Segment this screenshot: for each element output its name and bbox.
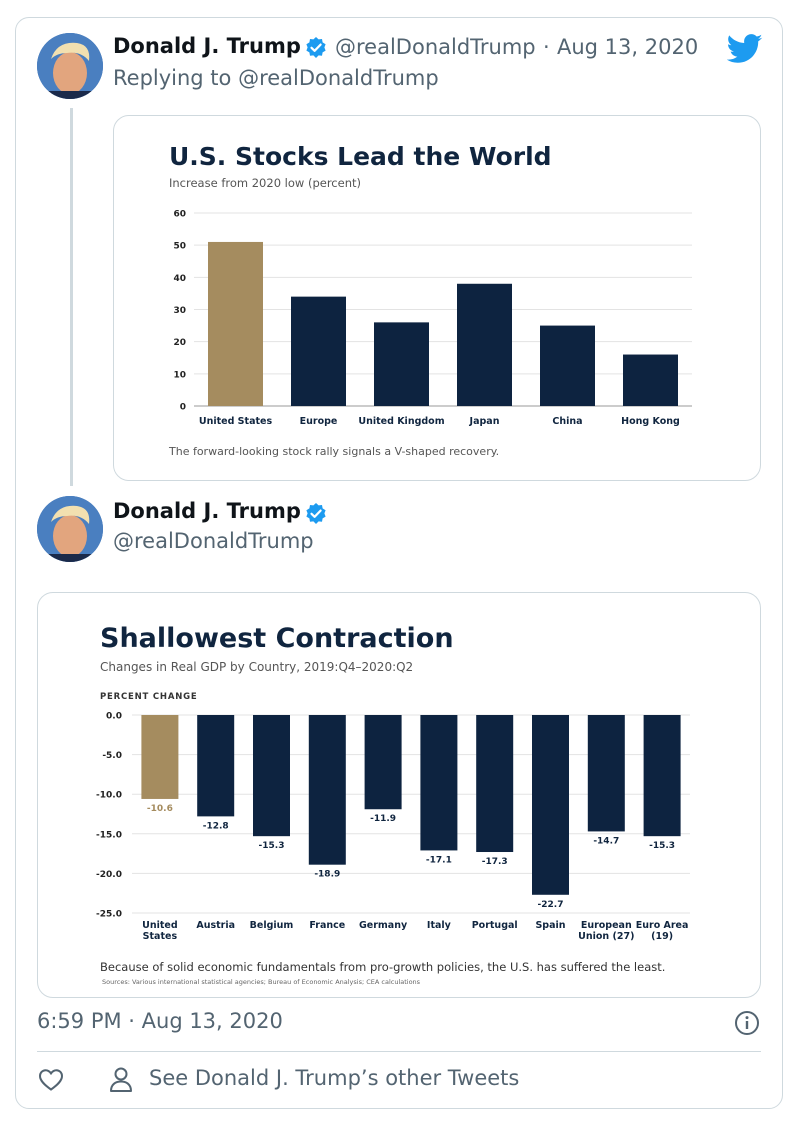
value-label: -15.3 [259, 841, 285, 851]
bar [623, 354, 678, 406]
y-tick-label: 50 [173, 242, 186, 252]
category-label: United States [199, 416, 273, 427]
value-label: -15.3 [649, 841, 675, 851]
y-tick-label: 30 [173, 306, 186, 316]
bar [476, 715, 514, 853]
bar [308, 715, 346, 865]
author-handle[interactable]: @realDonaldTrump [335, 35, 536, 59]
category-label: Italy [427, 920, 452, 931]
y-tick-label: 40 [173, 274, 186, 284]
chart-stocks-image[interactable]: U.S. Stocks Lead the World Increase from… [113, 115, 761, 481]
chart-caption: The forward-looking stock rally signals … [168, 445, 499, 458]
category-label: France [309, 920, 345, 931]
category-label: Japan [469, 416, 500, 427]
author-name[interactable]: Donald J. Trump [113, 34, 301, 58]
category-label: Portugal [472, 920, 518, 931]
replying-to[interactable]: Replying to @realDonaldTrump [113, 66, 439, 90]
bar [208, 241, 263, 406]
category-label: Union (27) [578, 931, 634, 942]
chart-sources: Sources: Various international statistic… [102, 978, 421, 986]
verified-badge-icon [306, 503, 326, 524]
value-label: -14.7 [593, 836, 619, 846]
author-name[interactable]: Donald J. Trump [113, 499, 301, 523]
category-label: (19) [651, 931, 673, 942]
bar [253, 715, 290, 837]
value-label: -10.6 [147, 804, 173, 814]
value-label: -11.9 [370, 814, 396, 824]
value-label: -17.1 [426, 855, 452, 865]
chart-stocks: U.S. Stocks Lead the World Increase from… [168, 142, 692, 458]
value-label: -17.3 [482, 857, 508, 867]
y-tick-label: 10 [173, 370, 186, 380]
y-tick-label: 60 [173, 210, 186, 220]
chart-subtitle: Increase from 2020 low (percent) [169, 176, 361, 190]
category-label: United [142, 920, 178, 931]
category-label: European [581, 920, 632, 931]
chart-title: Shallowest Contraction [100, 623, 454, 654]
category-label: United Kingdom [358, 416, 444, 427]
category-label: Euro Area [636, 920, 689, 931]
chart-subtitle: Changes in Real GDP by Country, 2019:Q4–… [100, 660, 413, 674]
value-label: -18.9 [314, 870, 340, 880]
heart-icon[interactable] [38, 1068, 64, 1092]
category-label: Spain [535, 920, 565, 931]
avatar-photo [37, 496, 103, 562]
category-label: Hong Kong [621, 416, 680, 427]
category-label: Europe [300, 416, 338, 427]
avatar-photo [37, 33, 103, 99]
author-handle[interactable]: @realDonaldTrump [113, 529, 314, 553]
y-tick-label: -20.0 [96, 870, 122, 880]
category-label: Austria [196, 920, 235, 931]
chart-title: U.S. Stocks Lead the World [169, 142, 552, 171]
category-label: Germany [359, 920, 408, 931]
thread-connector [70, 108, 73, 486]
y-tick-label: -25.0 [96, 910, 122, 920]
bar [197, 715, 235, 817]
category-label: States [143, 931, 178, 942]
bar [540, 325, 595, 406]
info-icon[interactable] [734, 1010, 760, 1036]
y-tick-label: 20 [173, 338, 186, 348]
chart-gdp-image[interactable]: Shallowest Contraction Changes in Real G… [37, 592, 761, 998]
chart-caption: Because of solid economic fundamentals f… [100, 960, 665, 974]
y-tick-label: -10.0 [96, 791, 122, 801]
bar [364, 715, 402, 810]
y-tick-label: -5.0 [102, 751, 122, 761]
category-label: China [552, 416, 582, 427]
bar [643, 715, 681, 837]
avatar[interactable] [37, 496, 103, 562]
chart-ylabel: PERCENT CHANGE [100, 692, 198, 702]
tweet-date[interactable]: Aug 13, 2020 [557, 35, 699, 59]
y-tick-label: 0 [180, 403, 186, 413]
chart-gdp: Shallowest Contraction Changes in Real G… [96, 623, 690, 986]
bar [374, 322, 429, 406]
bar [457, 283, 512, 406]
meta-separator: · [543, 35, 550, 59]
other-tweets-link[interactable]: See Donald J. Trump’s other Tweets [149, 1066, 520, 1090]
bar [141, 715, 179, 799]
person-icon[interactable] [108, 1066, 134, 1094]
verified-badge-icon [306, 37, 326, 58]
tweet-timestamp[interactable]: 6:59 PM · Aug 13, 2020 [37, 1009, 283, 1033]
bar [420, 715, 458, 851]
y-tick-label: 0.0 [106, 712, 122, 722]
bar [587, 715, 625, 832]
value-label: -12.8 [203, 821, 229, 831]
category-label: Belgium [250, 920, 294, 931]
bar [291, 296, 346, 406]
bar [532, 715, 569, 895]
footer-divider [37, 1051, 761, 1052]
avatar[interactable] [37, 33, 103, 99]
twitter-bird-icon[interactable] [727, 33, 763, 65]
value-label: -22.7 [538, 900, 564, 910]
y-tick-label: -15.0 [96, 830, 122, 840]
